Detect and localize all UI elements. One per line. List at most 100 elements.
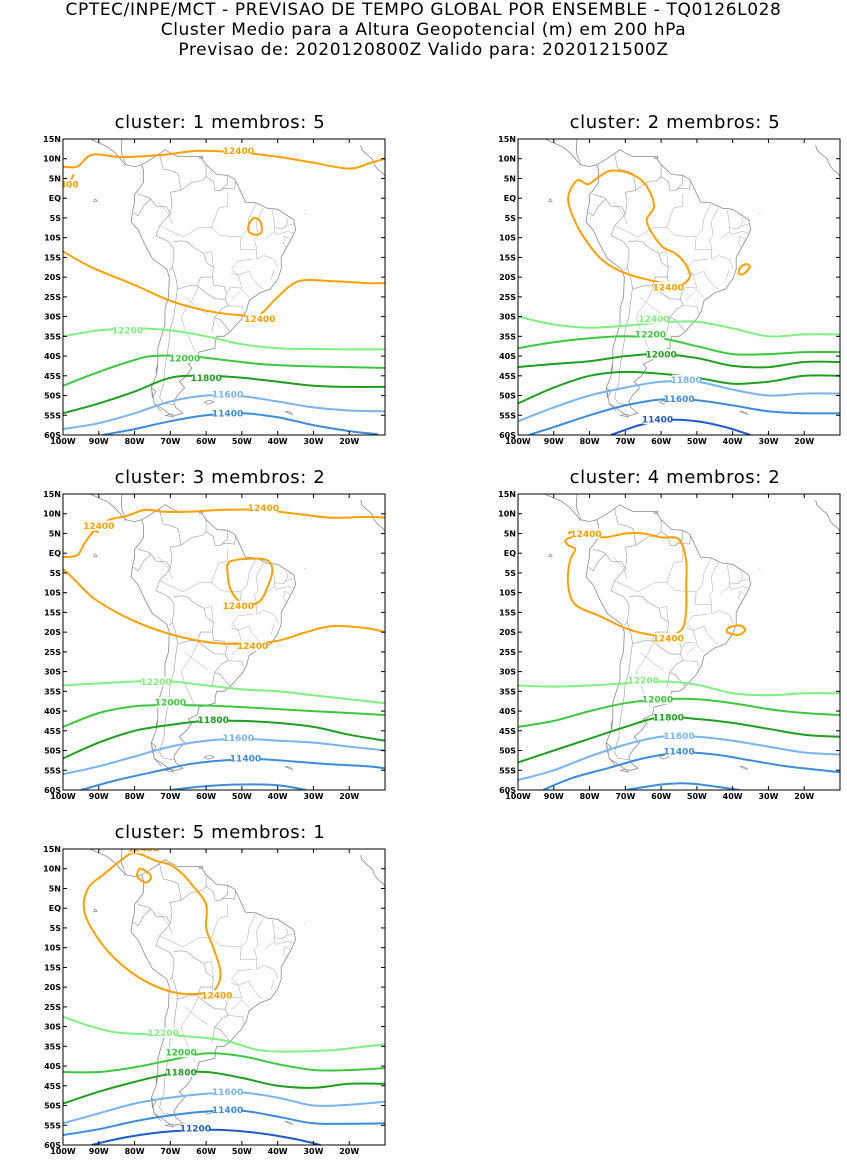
lon-tick-label: 40W xyxy=(723,437,743,446)
header-line-3: Previsao de: 2020120800Z Valido para: 20… xyxy=(0,40,847,60)
state-border xyxy=(265,210,275,240)
contour-label: 12200 xyxy=(628,677,659,687)
lat-tick-label: 15N xyxy=(498,490,516,499)
country-border xyxy=(172,241,213,288)
lat-tick-label: 40S xyxy=(499,707,516,716)
lon-tick-label: 30W xyxy=(758,792,778,801)
lon-tick-label: 90W xyxy=(544,437,564,446)
contour-label: 12200 xyxy=(112,327,143,337)
state-border xyxy=(254,918,263,959)
lat-tick-label: 55S xyxy=(499,411,516,420)
island-outline xyxy=(740,411,748,414)
lat-tick-label: 15N xyxy=(43,135,61,144)
country-border xyxy=(181,165,206,191)
state-border xyxy=(729,217,743,229)
country-border xyxy=(197,277,226,299)
country-border xyxy=(170,529,181,569)
island-outline xyxy=(94,554,98,557)
island-outline xyxy=(788,487,792,493)
lat-tick-label: 55S xyxy=(44,766,61,775)
country-border xyxy=(667,672,670,687)
country-border xyxy=(170,174,181,214)
coastline xyxy=(572,463,611,475)
country-border xyxy=(670,299,685,331)
lon-tick-label: 30W xyxy=(303,1147,323,1156)
contour-label: 12000 xyxy=(169,354,200,364)
lat-tick-label: 40S xyxy=(44,1062,61,1071)
state-border xyxy=(720,565,730,595)
coastline xyxy=(117,108,156,120)
contour-12400 xyxy=(565,533,686,636)
lat-tick-label: 25S xyxy=(499,648,516,657)
lat-tick-label: 40S xyxy=(44,707,61,716)
contour-12200 xyxy=(518,317,840,337)
coastline xyxy=(816,145,840,177)
lat-tick-label: 40S xyxy=(499,352,516,361)
state-border xyxy=(276,941,295,944)
lat-tick-label: 5S xyxy=(50,214,62,223)
lon-tick-label: 70W xyxy=(160,792,180,801)
contour-label: 12400 xyxy=(244,315,275,325)
lat-tick-label: 10N xyxy=(43,865,61,874)
contour-label: 12400 xyxy=(128,845,159,855)
island-outline xyxy=(740,766,748,769)
lat-tick-label: 10N xyxy=(43,510,61,519)
state-border xyxy=(640,297,663,315)
contour-label: 12200 xyxy=(635,331,666,341)
contour-12200 xyxy=(63,681,385,703)
coastline xyxy=(154,475,176,483)
country-border xyxy=(134,909,151,926)
state-border xyxy=(228,1016,243,1024)
contour-11400 xyxy=(170,784,306,790)
country-border xyxy=(675,181,690,191)
contour-label: 12000 xyxy=(155,699,186,709)
lat-tick-label: 15N xyxy=(43,490,61,499)
lat-tick-label: 35S xyxy=(44,687,61,696)
lat-tick-label: 55S xyxy=(44,1121,61,1130)
lat-tick-label: 35S xyxy=(499,687,516,696)
contour-12400 xyxy=(727,625,746,635)
state-border xyxy=(212,582,242,592)
contour-label: 11800 xyxy=(190,374,221,384)
lon-tick-label: 20W xyxy=(339,792,359,801)
lat-tick-label: 35S xyxy=(44,1042,61,1051)
header-line-2: Cluster Medio para a Altura Geopotencial… xyxy=(0,20,847,40)
lat-tick-label: 20S xyxy=(44,983,61,992)
lat-tick-label: EQ xyxy=(49,904,61,913)
contour-label: 12400 xyxy=(653,283,684,293)
coastline xyxy=(361,500,385,532)
state-border xyxy=(709,208,718,249)
country-border xyxy=(124,159,126,166)
geopotential-map: 1240012400122001200011800116001140015N10… xyxy=(510,112,847,457)
lon-tick-label: 50W xyxy=(232,1147,252,1156)
island-outline xyxy=(285,411,293,414)
state-border xyxy=(683,628,697,648)
coastline xyxy=(609,120,631,128)
contour-12400 xyxy=(568,170,690,285)
state-border xyxy=(181,286,199,352)
state-border xyxy=(232,259,264,289)
island-outline xyxy=(788,132,792,138)
country-border xyxy=(160,864,179,884)
state-border xyxy=(729,572,743,584)
lat-tick-label: 10S xyxy=(44,944,61,953)
state-border xyxy=(271,269,274,279)
lat-tick-label: 10N xyxy=(498,510,516,519)
contour-label: 11200 xyxy=(180,1125,211,1135)
lat-tick-label: 5N xyxy=(504,174,516,183)
lat-tick-label: 25S xyxy=(499,293,516,302)
contour-label: 12200 xyxy=(140,678,171,688)
lon-tick-label: 40W xyxy=(268,437,288,446)
country-border xyxy=(615,643,633,759)
state-border xyxy=(667,227,697,237)
lat-tick-label: 20S xyxy=(499,628,516,637)
lon-tick-label: 30W xyxy=(303,792,323,801)
state-border xyxy=(212,227,242,237)
coastline xyxy=(609,475,631,483)
lat-tick-label: 35S xyxy=(44,332,61,341)
lon-tick-label: 80W xyxy=(125,437,145,446)
coastline xyxy=(154,830,176,838)
island-outline xyxy=(151,388,156,398)
state-border xyxy=(271,624,274,634)
